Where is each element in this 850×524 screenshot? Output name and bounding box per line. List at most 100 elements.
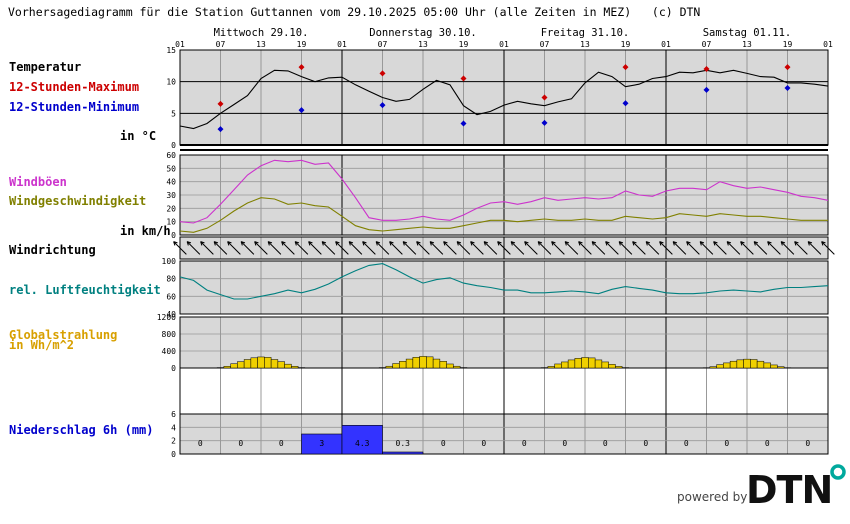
hour-tick-label: 07 xyxy=(378,40,388,49)
temperature-line xyxy=(179,69,829,130)
wind-direction-arrow xyxy=(348,241,363,255)
y-tick-label: 15 xyxy=(166,46,176,55)
arrow-head xyxy=(267,241,273,244)
arrow-head xyxy=(686,241,689,246)
arrow-head xyxy=(240,241,243,246)
arrow-shaft xyxy=(281,241,295,255)
arrow-head xyxy=(429,241,435,244)
hour-tick-label: 01 xyxy=(661,40,671,49)
arrow-head xyxy=(213,241,216,246)
wind-direction-arrow xyxy=(497,241,511,255)
arrow-head xyxy=(375,241,378,246)
arrow-head xyxy=(537,241,543,244)
chart-title: Vorhersagediagramm für die Station Gutta… xyxy=(8,5,700,19)
arrow-shaft xyxy=(200,241,214,255)
wind-direction-arrow xyxy=(659,241,673,255)
arrow-head xyxy=(173,241,176,246)
y-tick-label: 1200 xyxy=(157,313,176,322)
wind-direction-arrow xyxy=(591,241,606,255)
radiation-bar xyxy=(574,358,582,369)
arrow-shaft xyxy=(429,241,444,255)
precipitation-value-label: 0 xyxy=(522,439,527,448)
max12-point xyxy=(298,64,305,71)
hour-tick-label: 13 xyxy=(256,40,266,49)
arrow-head xyxy=(807,241,810,246)
panel-frame xyxy=(179,260,829,315)
wind-direction-arrow xyxy=(537,241,552,255)
arrow-head xyxy=(308,241,311,246)
radiation-bar xyxy=(777,366,785,369)
humidity-series xyxy=(179,263,829,300)
y-tick-label: 20 xyxy=(166,204,176,213)
arrow-shaft xyxy=(375,241,390,255)
max12-point xyxy=(784,64,791,71)
max12-point xyxy=(460,75,467,82)
y-tick-label: 400 xyxy=(162,347,177,356)
hour-tick-label: 19 xyxy=(621,40,631,49)
wind-direction-arrow xyxy=(227,241,241,255)
wind-direction-arrow xyxy=(564,241,579,255)
humidity-line xyxy=(179,263,829,300)
arrow-head xyxy=(470,241,475,244)
radiation-bar xyxy=(756,360,765,369)
precipitation-value-label: 0 xyxy=(279,439,284,448)
arrow-head xyxy=(699,241,705,244)
hour-tick-label: 01 xyxy=(337,40,347,49)
arrow-shaft xyxy=(456,241,471,255)
day-label: Samstag 01.11. xyxy=(703,27,792,39)
arrow-head xyxy=(186,241,189,246)
wind-direction-arrow xyxy=(821,241,835,255)
arrow-shaft xyxy=(740,241,754,255)
arrow-head xyxy=(308,241,313,244)
arrow-head xyxy=(267,241,270,246)
wind-direction-arrow xyxy=(807,241,822,255)
radiation-bar xyxy=(736,359,744,369)
wind-direction-arrow xyxy=(294,241,309,255)
radiation-bar xyxy=(385,365,393,369)
radiation-bar xyxy=(426,356,434,369)
arrow-head xyxy=(591,241,594,246)
wind-direction-arrow xyxy=(402,241,417,255)
arrow-shaft xyxy=(227,241,241,255)
arrow-head xyxy=(470,241,473,246)
wind-direction-arrow xyxy=(173,241,187,255)
arrow-head xyxy=(321,241,327,244)
precipitation-value-label: 0 xyxy=(643,439,648,448)
day-label: Freitag 31.10. xyxy=(541,27,630,39)
panel-frame xyxy=(179,154,829,236)
wind-direction-arrow xyxy=(443,241,457,255)
y-tick-label: 40 xyxy=(166,178,176,187)
arrow-shaft xyxy=(443,241,457,255)
arrow-shaft xyxy=(537,241,552,255)
arrow-head xyxy=(227,241,232,244)
radiation-label: Globalstrahlung xyxy=(9,328,117,342)
gust-label: Windböen xyxy=(9,175,67,189)
arrow-shaft xyxy=(348,241,363,255)
arrow-head xyxy=(281,241,286,244)
radiation-bar xyxy=(405,358,414,369)
arrow-shaft xyxy=(591,241,606,255)
logo-dot-icon xyxy=(830,464,846,480)
arrow-head xyxy=(713,241,716,246)
arrow-head xyxy=(443,241,446,246)
arrow-head xyxy=(672,241,675,246)
arrow-head xyxy=(605,241,610,244)
radiation-bar xyxy=(561,361,569,369)
radiation-bar xyxy=(230,363,238,369)
arrow-head xyxy=(483,241,489,244)
radiation-bar xyxy=(554,363,562,369)
arrow-head xyxy=(794,241,797,246)
grid xyxy=(179,49,829,455)
radiation-bar xyxy=(723,362,731,369)
arrow-head xyxy=(821,241,824,246)
wind-direction-arrow xyxy=(726,241,741,255)
arrow-shaft xyxy=(402,241,417,255)
arrow-head xyxy=(497,241,500,246)
radiation-bar xyxy=(250,357,258,369)
arrow-head xyxy=(389,241,392,246)
hour-tick-label: 01 xyxy=(175,40,185,49)
hour-tick-label: 19 xyxy=(783,40,793,49)
hour-tick-label: 19 xyxy=(459,40,469,49)
radiation-bar xyxy=(615,366,623,369)
temperature-label: Temperatur xyxy=(9,60,81,74)
